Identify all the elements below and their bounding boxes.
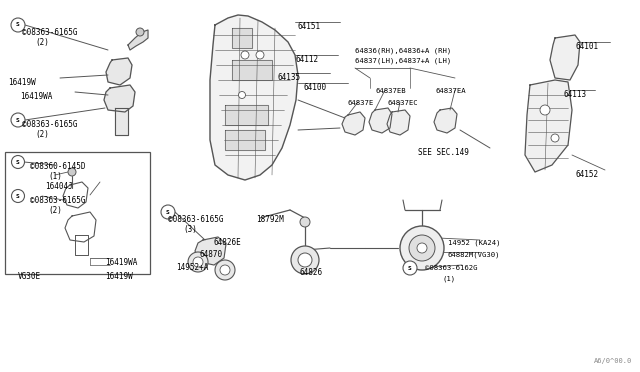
Polygon shape bbox=[210, 15, 298, 180]
Text: ©08363-6162G: ©08363-6162G bbox=[425, 265, 477, 271]
Text: (3): (3) bbox=[183, 225, 197, 234]
Text: 64882M(VG30): 64882M(VG30) bbox=[448, 252, 500, 259]
Text: 16419WA: 16419WA bbox=[20, 92, 52, 101]
Text: ©08363-6165G: ©08363-6165G bbox=[22, 120, 77, 129]
Polygon shape bbox=[63, 182, 88, 208]
Text: 14952 (KA24): 14952 (KA24) bbox=[448, 240, 500, 247]
Polygon shape bbox=[387, 110, 410, 135]
Polygon shape bbox=[225, 130, 265, 150]
Polygon shape bbox=[550, 35, 580, 80]
Text: 64100: 64100 bbox=[303, 83, 326, 92]
Polygon shape bbox=[434, 108, 457, 133]
Circle shape bbox=[417, 243, 427, 253]
Text: 16419W: 16419W bbox=[8, 78, 36, 87]
Circle shape bbox=[11, 18, 25, 32]
Text: (1): (1) bbox=[48, 172, 62, 181]
Circle shape bbox=[188, 252, 208, 272]
Polygon shape bbox=[232, 60, 272, 80]
Text: (1): (1) bbox=[443, 275, 456, 282]
Text: 64837(LH),64837+A (LH): 64837(LH),64837+A (LH) bbox=[355, 58, 451, 64]
Text: (2): (2) bbox=[48, 206, 62, 215]
Text: 64826E: 64826E bbox=[213, 238, 241, 247]
Circle shape bbox=[540, 105, 550, 115]
Text: 64836(RH),64836+A (RH): 64836(RH),64836+A (RH) bbox=[355, 48, 451, 55]
Polygon shape bbox=[525, 80, 572, 172]
Circle shape bbox=[239, 92, 246, 99]
Circle shape bbox=[68, 168, 76, 176]
Text: ©08363-6165G: ©08363-6165G bbox=[22, 28, 77, 37]
Text: 64151: 64151 bbox=[298, 22, 321, 31]
Circle shape bbox=[220, 265, 230, 275]
Text: 64112: 64112 bbox=[295, 55, 318, 64]
Circle shape bbox=[400, 226, 444, 270]
Text: 18792M: 18792M bbox=[256, 215, 284, 224]
Circle shape bbox=[161, 205, 175, 219]
Text: 64135: 64135 bbox=[278, 73, 301, 82]
Text: 64837E: 64837E bbox=[348, 100, 374, 106]
Text: 64870: 64870 bbox=[200, 250, 223, 259]
Circle shape bbox=[403, 261, 417, 275]
Bar bbox=[5, 152, 150, 274]
Polygon shape bbox=[106, 58, 132, 85]
Text: 64837EC: 64837EC bbox=[388, 100, 419, 106]
Circle shape bbox=[300, 217, 310, 227]
Polygon shape bbox=[342, 112, 365, 135]
Text: S: S bbox=[16, 22, 20, 28]
Text: SEE SEC.149: SEE SEC.149 bbox=[418, 148, 469, 157]
Circle shape bbox=[291, 246, 319, 274]
Circle shape bbox=[241, 51, 249, 59]
Text: 64152: 64152 bbox=[575, 170, 598, 179]
Circle shape bbox=[11, 113, 25, 127]
Circle shape bbox=[12, 155, 24, 169]
Text: 64113: 64113 bbox=[563, 90, 586, 99]
Polygon shape bbox=[128, 30, 148, 50]
Text: (2): (2) bbox=[35, 130, 49, 139]
Circle shape bbox=[409, 235, 435, 261]
Text: 64837EA: 64837EA bbox=[435, 88, 466, 94]
Circle shape bbox=[12, 189, 24, 202]
Text: VG30E: VG30E bbox=[18, 272, 41, 281]
Polygon shape bbox=[75, 235, 88, 255]
Text: S: S bbox=[408, 266, 412, 270]
Text: 16419W: 16419W bbox=[105, 272, 132, 281]
Text: 14952+A: 14952+A bbox=[176, 263, 209, 272]
Text: S: S bbox=[16, 160, 20, 164]
Text: S: S bbox=[166, 209, 170, 215]
Polygon shape bbox=[195, 237, 226, 265]
Circle shape bbox=[215, 260, 235, 280]
Text: ©08363-6165G: ©08363-6165G bbox=[168, 215, 223, 224]
Polygon shape bbox=[65, 212, 96, 242]
Text: ©08360-6145D: ©08360-6145D bbox=[30, 162, 86, 171]
Text: 64837EB: 64837EB bbox=[375, 88, 406, 94]
Polygon shape bbox=[225, 105, 268, 125]
Text: S: S bbox=[16, 118, 20, 122]
Text: 16404J: 16404J bbox=[45, 182, 73, 191]
Polygon shape bbox=[369, 108, 392, 133]
Text: (2): (2) bbox=[35, 38, 49, 47]
Text: 16419WA: 16419WA bbox=[105, 258, 138, 267]
Polygon shape bbox=[115, 108, 128, 135]
Circle shape bbox=[193, 257, 203, 267]
Text: 64826: 64826 bbox=[300, 268, 323, 277]
Polygon shape bbox=[232, 28, 252, 48]
Circle shape bbox=[298, 253, 312, 267]
Text: A6/0^00.0: A6/0^00.0 bbox=[594, 358, 632, 364]
Text: 64101: 64101 bbox=[576, 42, 599, 51]
Circle shape bbox=[136, 28, 144, 36]
Polygon shape bbox=[104, 85, 135, 112]
Text: S: S bbox=[16, 193, 20, 199]
Circle shape bbox=[256, 51, 264, 59]
Text: ©08363-6165G: ©08363-6165G bbox=[30, 196, 86, 205]
Circle shape bbox=[551, 134, 559, 142]
